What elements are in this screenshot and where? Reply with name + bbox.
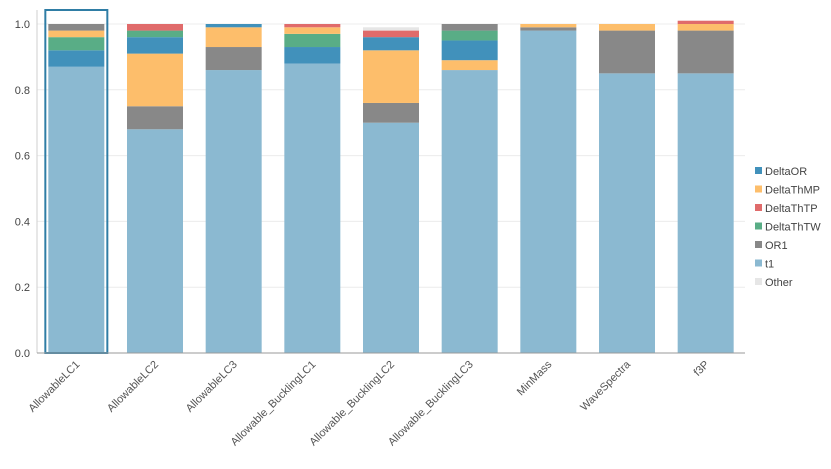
- bar-segment-t1[interactable]: [363, 122, 419, 353]
- x-tick-label: f3P: [692, 359, 712, 379]
- bar-segment-deltaor[interactable]: [205, 24, 262, 28]
- legend-label: Other: [765, 277, 793, 289]
- axes: [36, 10, 745, 354]
- x-tick-label: WaveSpectra: [578, 358, 634, 414]
- bar-segment-t1[interactable]: [205, 70, 262, 353]
- y-tick-label: 0.6: [15, 151, 30, 163]
- bar-segment-t1[interactable]: [284, 63, 341, 353]
- bar-segment-deltathtp[interactable]: [363, 30, 419, 38]
- bar-segment-deltathtw[interactable]: [441, 30, 498, 41]
- bar-stack-wavespectra[interactable]: [599, 24, 655, 353]
- bar-stack-allowablelc3[interactable]: [205, 24, 262, 353]
- bar-stack-f3p[interactable]: [677, 20, 734, 353]
- legend-item-deltathtw[interactable]: DeltaThTW: [755, 222, 821, 234]
- bar-segment-t1[interactable]: [677, 73, 734, 353]
- y-tick-label: 0.2: [15, 282, 30, 294]
- bar-segment-or1[interactable]: [205, 47, 262, 71]
- bar-segment-deltathmp[interactable]: [599, 24, 655, 31]
- x-tick-label: Allowable_BucklingLC1: [229, 359, 319, 449]
- legend-swatch: [755, 204, 762, 211]
- bar-segment-deltathtp[interactable]: [677, 20, 734, 24]
- bar-stack-allowablelc1[interactable]: [44, 9, 109, 354]
- y-axis-ticks: 0.0 0.2 0.4 0.6 0.8 1.0: [15, 19, 30, 360]
- y-tick-label: 0.8: [15, 85, 30, 97]
- legend-item-t1[interactable]: t1: [755, 259, 774, 271]
- x-axis-labels: AllowableLC1 AllowableLC2 AllowableLC3Allo…: [26, 358, 711, 448]
- bar-segment-deltathmp[interactable]: [205, 27, 262, 48]
- legend-label: DeltaThTP: [765, 203, 818, 215]
- bar-segment-t1[interactable]: [441, 70, 498, 353]
- legend-swatch: [755, 185, 762, 193]
- bar-segment-deltathtw[interactable]: [48, 37, 105, 51]
- bar-segment-or1[interactable]: [441, 24, 498, 31]
- bar-segment-or1[interactable]: [520, 27, 577, 31]
- x-tick-label: AllowableLC2: [105, 359, 161, 415]
- bar-segment-or1[interactable]: [677, 30, 734, 74]
- bar-segment-or1[interactable]: [48, 24, 105, 31]
- legend-item-deltathmp[interactable]: DeltaThMP: [755, 185, 820, 197]
- legend-swatch: [755, 278, 762, 285]
- bar-segment-deltaor[interactable]: [363, 37, 419, 51]
- bar-stack-minmass[interactable]: [520, 24, 577, 354]
- bar-segment-t1[interactable]: [599, 73, 655, 353]
- bar-segment-deltathtw[interactable]: [284, 33, 341, 48]
- legend-item-deltaor[interactable]: DeltaOR: [755, 166, 807, 178]
- legend: DeltaOR DeltaThMP DeltaThTP DeltaThTW OR1 t1 O…: [755, 166, 821, 289]
- bar-segment-deltathmp[interactable]: [520, 24, 577, 28]
- bar-segment-t1[interactable]: [127, 129, 183, 353]
- bar-segment-deltathmp[interactable]: [127, 53, 183, 107]
- bar-segment-deltathtw[interactable]: [127, 30, 183, 38]
- bar-stack-allowable-bucklinglc3[interactable]: [441, 24, 498, 353]
- legend-swatch: [755, 241, 762, 248]
- legend-item-or1[interactable]: OR1: [755, 240, 788, 252]
- bar-stack-allowablelc2[interactable]: [127, 24, 183, 353]
- legend-label: t1: [765, 259, 774, 271]
- y-tick-label: 0.0: [15, 348, 30, 360]
- bar-segment-deltaor[interactable]: [48, 50, 105, 67]
- bar-segment-deltathmp[interactable]: [363, 50, 419, 103]
- legend-item-deltathtp[interactable]: DeltaThTP: [755, 203, 818, 215]
- bar-segment-t1[interactable]: [48, 66, 105, 354]
- bar-stack-allowable-bucklinglc2[interactable]: [363, 27, 419, 353]
- y-tick-label: 0.4: [15, 216, 30, 228]
- bar-segment-or1[interactable]: [599, 30, 655, 74]
- legend-swatch: [755, 259, 762, 267]
- bar-segment-deltaor[interactable]: [127, 37, 183, 54]
- bar-segment-deltathmp[interactable]: [677, 24, 734, 31]
- bar-segment-deltathmp[interactable]: [48, 30, 105, 38]
- x-tick-label: MinMass: [515, 358, 555, 398]
- legend-swatch: [755, 167, 762, 174]
- x-tick-label: AllowableLC3: [184, 359, 240, 415]
- bar-segment-or1[interactable]: [363, 102, 419, 123]
- legend-label: OR1: [765, 240, 788, 252]
- legend-label: DeltaThTW: [765, 222, 821, 234]
- bar-segment-deltaor[interactable]: [441, 40, 498, 61]
- legend-label: DeltaThMP: [765, 185, 820, 197]
- bar-stack-allowable-bucklinglc1[interactable]: [284, 24, 341, 353]
- bar-segment-deltathmp[interactable]: [441, 60, 498, 71]
- legend-label: DeltaOR: [765, 166, 807, 178]
- legend-item-other[interactable]: Other: [755, 277, 793, 289]
- bar-segment-deltathmp[interactable]: [284, 27, 341, 34]
- bar-segment-or1[interactable]: [127, 106, 183, 130]
- bar-segment-deltathtp[interactable]: [284, 24, 341, 28]
- x-tick-label: Allowable_BucklingLC3: [386, 359, 476, 449]
- bar-segment-deltaor[interactable]: [284, 47, 341, 64]
- bar-segment-deltathtp[interactable]: [127, 24, 183, 31]
- y-tick-label: 1.0: [15, 19, 30, 31]
- bars: [44, 9, 734, 354]
- x-tick-label: AllowableLC1: [26, 359, 82, 415]
- bar-segment-other[interactable]: [363, 27, 419, 31]
- legend-swatch: [755, 222, 762, 230]
- x-tick-label: Allowable_BucklingLC2: [307, 359, 397, 449]
- bar-segment-t1[interactable]: [520, 30, 577, 354]
